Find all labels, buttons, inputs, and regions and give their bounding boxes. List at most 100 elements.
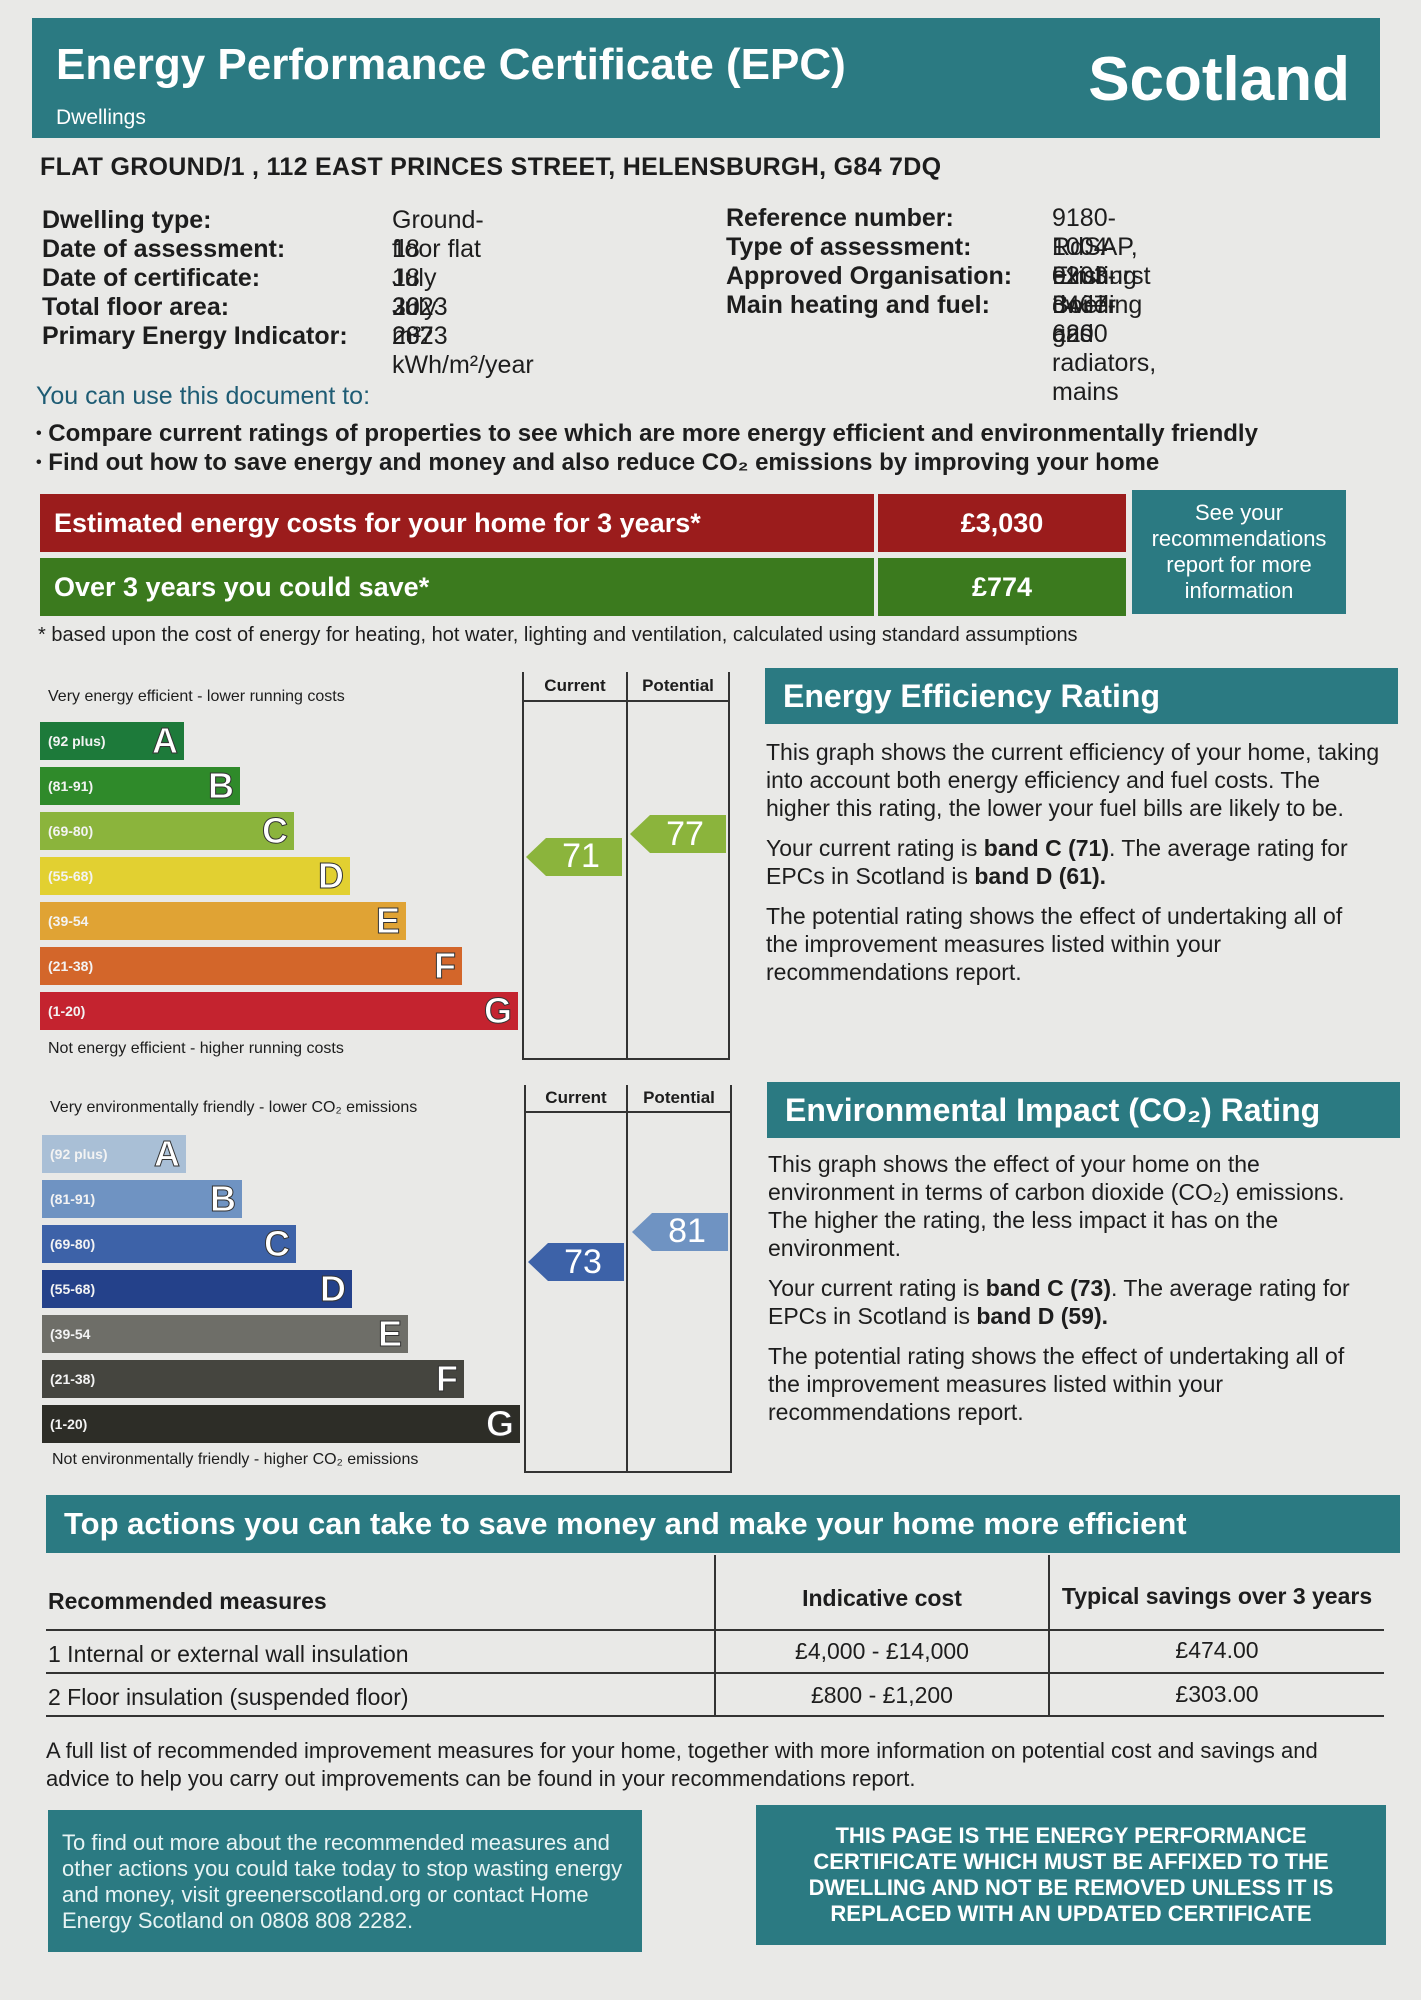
band-range-label: (69-80) bbox=[48, 823, 94, 839]
detail-row: Date of certificate: 18 July 2023 bbox=[42, 264, 448, 350]
table-cell: £4,000 - £14,000 bbox=[795, 1638, 969, 1664]
usage-title: You can use this document to: bbox=[36, 382, 371, 410]
detail-value: RdSAP, existing dwelling bbox=[1052, 233, 1143, 319]
band-range-label: (81-91) bbox=[48, 778, 94, 794]
band-letter: C bbox=[264, 1223, 291, 1265]
table-cell: 1 Internal or external wall insulation bbox=[48, 1641, 409, 1667]
band-range-label: (55-68) bbox=[50, 1281, 96, 1297]
estimated-cost-label: Estimated energy costs for your home for… bbox=[40, 494, 874, 552]
energy-efficiency-chart: Very energy efficient - lower running co… bbox=[40, 672, 730, 1062]
energy-efficiency-description: This graph shows the current efficiency … bbox=[766, 739, 1380, 985]
current-rating-arrow: 73 bbox=[528, 1242, 624, 1282]
detail-label: Date of certificate: bbox=[42, 264, 261, 292]
band-range-label: (21-38) bbox=[50, 1371, 96, 1387]
see-recommendations-box: See your recommendations report for more… bbox=[1132, 490, 1346, 614]
table-cell: £800 - £1,200 bbox=[811, 1682, 953, 1708]
detail-row: gas bbox=[726, 320, 1092, 349]
band-letter: B bbox=[210, 1178, 237, 1220]
detail-row: Reference number: 9180-1004-0203-3467-620… bbox=[726, 204, 1116, 348]
detail-label: Dwelling type: bbox=[42, 206, 212, 234]
detail-row: Type of assessment: RdSAP, existing dwell… bbox=[726, 233, 1142, 319]
table-cell: £303.00 bbox=[1175, 1681, 1259, 1707]
band-letter: A bbox=[154, 1133, 181, 1175]
band-letter: D bbox=[318, 855, 345, 897]
rating-band-b: (81-91) B bbox=[42, 1178, 242, 1220]
band-letter: A bbox=[152, 720, 179, 762]
detail-label: Reference number: bbox=[726, 204, 954, 232]
recommendations-footnote: A full list of recommended improvement m… bbox=[46, 1738, 1318, 1791]
detail-value: 9180-1004-0203-3467-6200 bbox=[1052, 204, 1116, 348]
certificate-subtitle: Dwellings bbox=[56, 106, 146, 129]
recommendations-table: Recommended measures Indicative cost Typ… bbox=[46, 1555, 1384, 1720]
savings-value: £774 bbox=[878, 558, 1126, 616]
rating-value: 73 bbox=[564, 1242, 602, 1281]
band-range-label: (39-54 bbox=[48, 913, 89, 929]
environmental-impact-chart: Very environmentally friendly - lower CO… bbox=[42, 1085, 732, 1475]
band-range-label: (81-91) bbox=[50, 1191, 96, 1207]
environmental-impact-heading: Environmental Impact (CO₂) Rating bbox=[767, 1082, 1400, 1138]
details-right: Reference number: 9180-1004-0203-3467-620… bbox=[726, 204, 1156, 406]
band-letter: F bbox=[434, 945, 457, 987]
band-letter: G bbox=[483, 990, 512, 1032]
band-range-label: (21-38) bbox=[48, 958, 94, 974]
potential-rating-arrow: 77 bbox=[630, 815, 726, 854]
column-header: Typical savings over 3 years bbox=[1061, 1583, 1373, 1609]
rating-band-f: (21-38) F bbox=[40, 945, 462, 987]
detail-row: Main heating and fuel: Boiler and radiato… bbox=[726, 291, 1156, 406]
detail-label: Approved Organisation: bbox=[726, 262, 1013, 290]
band-letter: E bbox=[377, 1313, 402, 1355]
chart-top-text: Very energy efficient - lower running co… bbox=[48, 688, 345, 705]
current-rating-arrow: 71 bbox=[526, 837, 622, 876]
band-letter: E bbox=[375, 900, 400, 942]
band-range-label: (69-80) bbox=[50, 1236, 96, 1252]
detail-value: 18 July 2023 bbox=[392, 235, 448, 321]
column-header: Recommended measures bbox=[48, 1588, 327, 1614]
table-cell: £474.00 bbox=[1175, 1637, 1259, 1663]
certificate-header: Energy Performance Certificate (EPC) Dwe… bbox=[32, 18, 1380, 138]
detail-row: Primary Energy Indicator: 287 kWh/m²/year bbox=[42, 322, 534, 379]
detail-label: Type of assessment: bbox=[726, 233, 972, 261]
country-label: Scotland bbox=[1088, 45, 1350, 114]
detail-row: Approved Organisation: Elmhurst bbox=[726, 262, 1151, 291]
rating-band-f: (21-38) F bbox=[42, 1358, 464, 1400]
rating-band-e: (39-54 E bbox=[42, 1313, 408, 1355]
cost-footnote: * based upon the cost of energy for heat… bbox=[38, 624, 1078, 646]
chart-top-text: Very environmentally friendly - lower CO… bbox=[50, 1099, 418, 1116]
chart-bottom-text: Not energy efficient - higher running co… bbox=[48, 1040, 344, 1057]
energy-efficiency-heading: Energy Efficiency Rating bbox=[765, 668, 1398, 724]
detail-row: Total floor area: 36 m² bbox=[42, 293, 421, 350]
band-letter: G bbox=[485, 1403, 514, 1445]
detail-value: Boiler and radiators, mains bbox=[1052, 291, 1157, 406]
chart-bottom-text: Not environmentally friendly - higher CO… bbox=[52, 1451, 419, 1468]
more-info-box: To find out more about the recommended m… bbox=[48, 1810, 642, 1952]
detail-value: gas bbox=[1052, 320, 1093, 348]
rating-band-g: (1-20) G bbox=[42, 1403, 520, 1445]
current-column-header: Current bbox=[544, 676, 606, 695]
band-range-label: (92 plus) bbox=[50, 1146, 108, 1162]
top-actions-heading: Top actions you can take to save money a… bbox=[46, 1495, 1400, 1553]
rating-band-c: (69-80) C bbox=[42, 1223, 296, 1265]
detail-label: Date of assessment: bbox=[42, 235, 286, 263]
band-letter: B bbox=[208, 765, 235, 807]
detail-label: Total floor area: bbox=[42, 293, 230, 321]
rating-value: 81 bbox=[668, 1212, 706, 1251]
band-letter: C bbox=[262, 810, 289, 852]
detail-value: 18 July 2023 bbox=[392, 264, 448, 350]
environmental-impact-description: This graph shows the effect of your home… bbox=[768, 1151, 1350, 1425]
rating-band-d: (55-68) D bbox=[42, 1268, 352, 1310]
detail-label: Primary Energy Indicator: bbox=[42, 322, 348, 350]
detail-row: Dwelling type: Ground-floor flat bbox=[42, 206, 484, 263]
bullet-item: • Find out how to save energy and money … bbox=[36, 449, 1160, 476]
certificate-title: Energy Performance Certificate (EPC) bbox=[56, 40, 846, 89]
column-header: Indicative cost bbox=[802, 1585, 962, 1611]
rating-band-a: (92 plus) A bbox=[40, 720, 184, 762]
band-range-label: (1-20) bbox=[48, 1003, 86, 1019]
detail-row: Date of assessment: 18 July 2023 bbox=[42, 235, 448, 321]
potential-column-header: Potential bbox=[642, 676, 714, 695]
potential-column-header: Potential bbox=[643, 1088, 715, 1107]
rating-band-a: (92 plus) A bbox=[42, 1133, 186, 1175]
details-left: Dwelling type: Ground-floor flat Date of a… bbox=[42, 206, 534, 379]
property-address: FLAT GROUND/1 , 112 EAST PRINCES STREET,… bbox=[40, 153, 942, 181]
savings-label: Over 3 years you could save* bbox=[40, 558, 874, 616]
certificate-notice-box: THIS PAGE IS THE ENERGY PERFORMANCE CERT… bbox=[756, 1805, 1386, 1945]
